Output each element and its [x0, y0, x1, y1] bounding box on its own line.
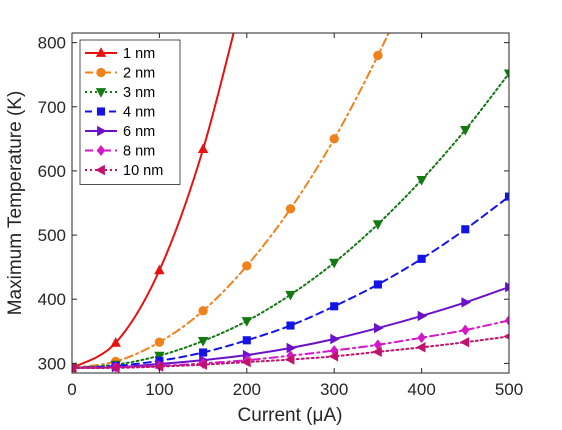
data-point — [199, 348, 208, 357]
data-point — [197, 359, 207, 370]
legend-swatch-marker — [96, 145, 106, 156]
data-point — [415, 342, 426, 353]
data-point — [459, 337, 470, 348]
data-point — [372, 220, 384, 230]
data-point — [242, 261, 252, 271]
data-point — [417, 310, 428, 322]
data-point — [505, 281, 509, 293]
data-point — [154, 351, 165, 362]
series-4-nm — [72, 192, 509, 372]
data-point — [198, 306, 208, 316]
legend-label: 4 nm — [123, 105, 155, 121]
data-point — [504, 192, 509, 201]
legend-swatch-marker — [95, 164, 105, 176]
x-axis-title: Current (μA) — [238, 405, 343, 426]
y-tick-label: 700 — [38, 98, 66, 117]
legend-entry: 10 nm — [85, 163, 163, 179]
series-line — [72, 72, 509, 369]
data-point — [329, 258, 340, 269]
data-point — [461, 225, 470, 234]
legend-entry: 1 nm — [85, 46, 155, 62]
data-point — [373, 339, 383, 351]
x-tick-label: 400 — [407, 380, 435, 399]
x-tick-label: 0 — [67, 380, 76, 399]
legend-label: 2 nm — [123, 66, 155, 82]
legend-swatch-marker — [95, 47, 107, 57]
legend-entry: 4 nm — [85, 105, 155, 121]
data-point — [328, 351, 339, 362]
data-point — [154, 264, 165, 275]
data-point — [286, 350, 295, 362]
x-tick-label: 100 — [145, 380, 173, 399]
legend-entry: 6 nm — [85, 124, 155, 140]
data-point — [374, 322, 384, 334]
series-2-nm — [72, 33, 390, 373]
data-point — [241, 317, 252, 327]
legend-swatch-marker — [97, 125, 107, 137]
y-tick-label: 800 — [38, 34, 66, 53]
legend-entry: 8 nm — [85, 144, 155, 160]
x-tick-label: 500 — [495, 380, 523, 399]
legend-entry: 3 nm — [85, 85, 155, 101]
data-point — [286, 342, 297, 354]
series-line — [72, 335, 509, 369]
data-point — [504, 314, 509, 326]
legend-label: 1 nm — [123, 46, 155, 62]
data-point — [242, 336, 251, 345]
series-10-nm — [72, 333, 509, 373]
data-point — [330, 302, 339, 311]
data-point — [416, 176, 427, 186]
data-point — [286, 321, 295, 330]
y-tick-label: 400 — [38, 290, 66, 309]
legend-label: 10 nm — [123, 163, 163, 179]
y-tick-label: 300 — [38, 354, 66, 373]
x-tick-label: 300 — [320, 380, 348, 399]
data-point — [373, 50, 383, 61]
plot-frame — [71, 32, 510, 374]
data-point — [284, 354, 295, 365]
data-point — [285, 204, 296, 214]
data-point — [197, 143, 209, 154]
legend: 1 nm 2 nm 3 nm 4 nm 6 nm 8 nm 10 nm — [79, 39, 181, 185]
legend-box — [79, 39, 181, 185]
y-tick-label: 600 — [38, 162, 66, 181]
legend-entry: 2 nm — [85, 66, 155, 82]
data-point — [153, 361, 164, 372]
x-tick-label: 200 — [233, 380, 261, 399]
legend-label: 6 nm — [123, 124, 155, 140]
legend-swatch-marker — [96, 67, 106, 78]
data-point — [109, 362, 120, 373]
data-point — [460, 125, 471, 136]
data-point — [461, 297, 472, 308]
data-point — [110, 337, 121, 347]
legend-label: 8 nm — [123, 144, 155, 160]
data-point — [461, 324, 470, 336]
data-point — [503, 333, 509, 340]
data-point — [417, 332, 426, 344]
data-point — [72, 362, 76, 373]
legend-label: 3 nm — [123, 85, 155, 101]
axes-layer: 0 100 200 300 400 500 300 400 500 600 700 800 — [38, 32, 523, 399]
data-point — [285, 290, 296, 301]
y-axis-title: Maximum Temperature (K) — [5, 91, 26, 316]
legend-swatch-marker — [95, 88, 107, 98]
legend-swatch-marker — [96, 107, 106, 116]
data-point — [372, 346, 382, 358]
data-point — [241, 356, 251, 368]
data-point — [373, 280, 382, 289]
series-layer — [72, 33, 509, 373]
data-point — [329, 134, 339, 144]
data-point — [417, 254, 426, 263]
y-tick-label: 500 — [38, 226, 66, 245]
data-point — [330, 333, 340, 345]
series-line — [72, 33, 390, 369]
data-point — [197, 337, 209, 347]
data-point — [154, 337, 165, 347]
data-point — [503, 69, 509, 80]
